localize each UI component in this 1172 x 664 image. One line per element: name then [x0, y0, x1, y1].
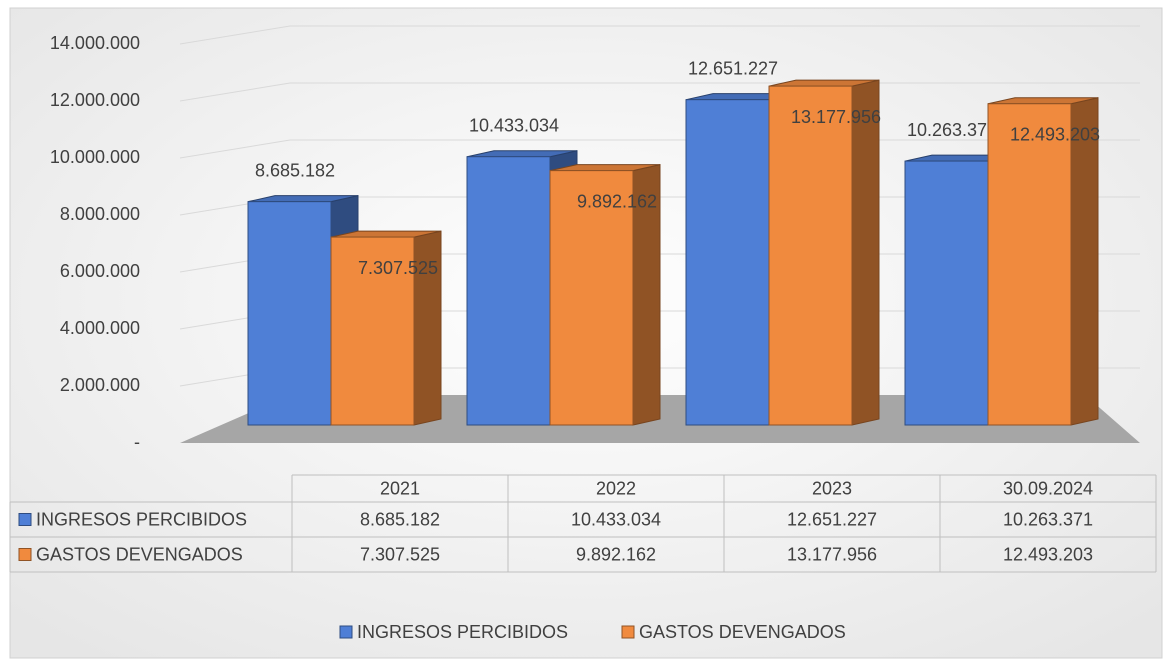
- table-cell: 13.177.956: [787, 544, 877, 564]
- bar: [247, 201, 332, 426]
- data-label: 9.892.162: [577, 191, 657, 211]
- table-cell: 8.685.182: [360, 509, 440, 529]
- bar: [685, 99, 770, 426]
- table-row-label: INGRESOS PERCIBIDOS: [36, 509, 247, 529]
- table-cell: 10.433.034: [571, 509, 661, 529]
- y-tick-label: 10.000.000: [50, 147, 140, 167]
- table-cell: 12.651.227: [787, 509, 877, 529]
- table-cell: 7.307.525: [360, 544, 440, 564]
- bar: [466, 156, 551, 426]
- table-legend-key: [18, 548, 32, 561]
- table-cell: 10.263.371: [1003, 509, 1093, 529]
- legend-key: [621, 625, 635, 639]
- legend-label: GASTOS DEVENGADOS: [639, 622, 846, 642]
- legend-label: INGRESOS PERCIBIDOS: [357, 622, 568, 642]
- table-header: 2021: [380, 478, 420, 498]
- table-header: 2022: [596, 478, 636, 498]
- data-label: 12.493.203: [1010, 124, 1100, 144]
- y-tick-label: 12.000.000: [50, 90, 140, 110]
- table-legend-key: [18, 513, 32, 526]
- data-label: 10.263.371: [907, 120, 997, 140]
- bar: [768, 85, 853, 426]
- y-tick-label: 14.000.000: [50, 33, 140, 53]
- bar-side: [851, 79, 880, 426]
- table-cell: 12.493.203: [1003, 544, 1093, 564]
- y-tick-label: -: [134, 432, 140, 452]
- data-label: 10.433.034: [469, 115, 559, 135]
- data-label: 12.651.227: [688, 58, 778, 78]
- table-row-label: GASTOS DEVENGADOS: [36, 544, 243, 564]
- legend-key: [339, 625, 353, 639]
- table-cell: 9.892.162: [576, 544, 656, 564]
- y-tick-label: 2.000.000: [60, 375, 140, 395]
- y-tick-label: 6.000.000: [60, 261, 140, 281]
- y-tick-label: 8.000.000: [60, 204, 140, 224]
- bar: [904, 160, 989, 426]
- table-header: 30.09.2024: [1003, 478, 1093, 498]
- bar-side: [1070, 97, 1099, 426]
- data-label: 8.685.182: [255, 160, 335, 180]
- table-header: 2023: [812, 478, 852, 498]
- data-label: 7.307.525: [358, 258, 438, 278]
- bar: [330, 236, 415, 426]
- bar: [549, 170, 634, 426]
- y-tick-label: 4.000.000: [60, 318, 140, 338]
- data-label: 13.177.956: [791, 107, 881, 127]
- bar: [987, 103, 1072, 426]
- grid-line: [179, 25, 1140, 45]
